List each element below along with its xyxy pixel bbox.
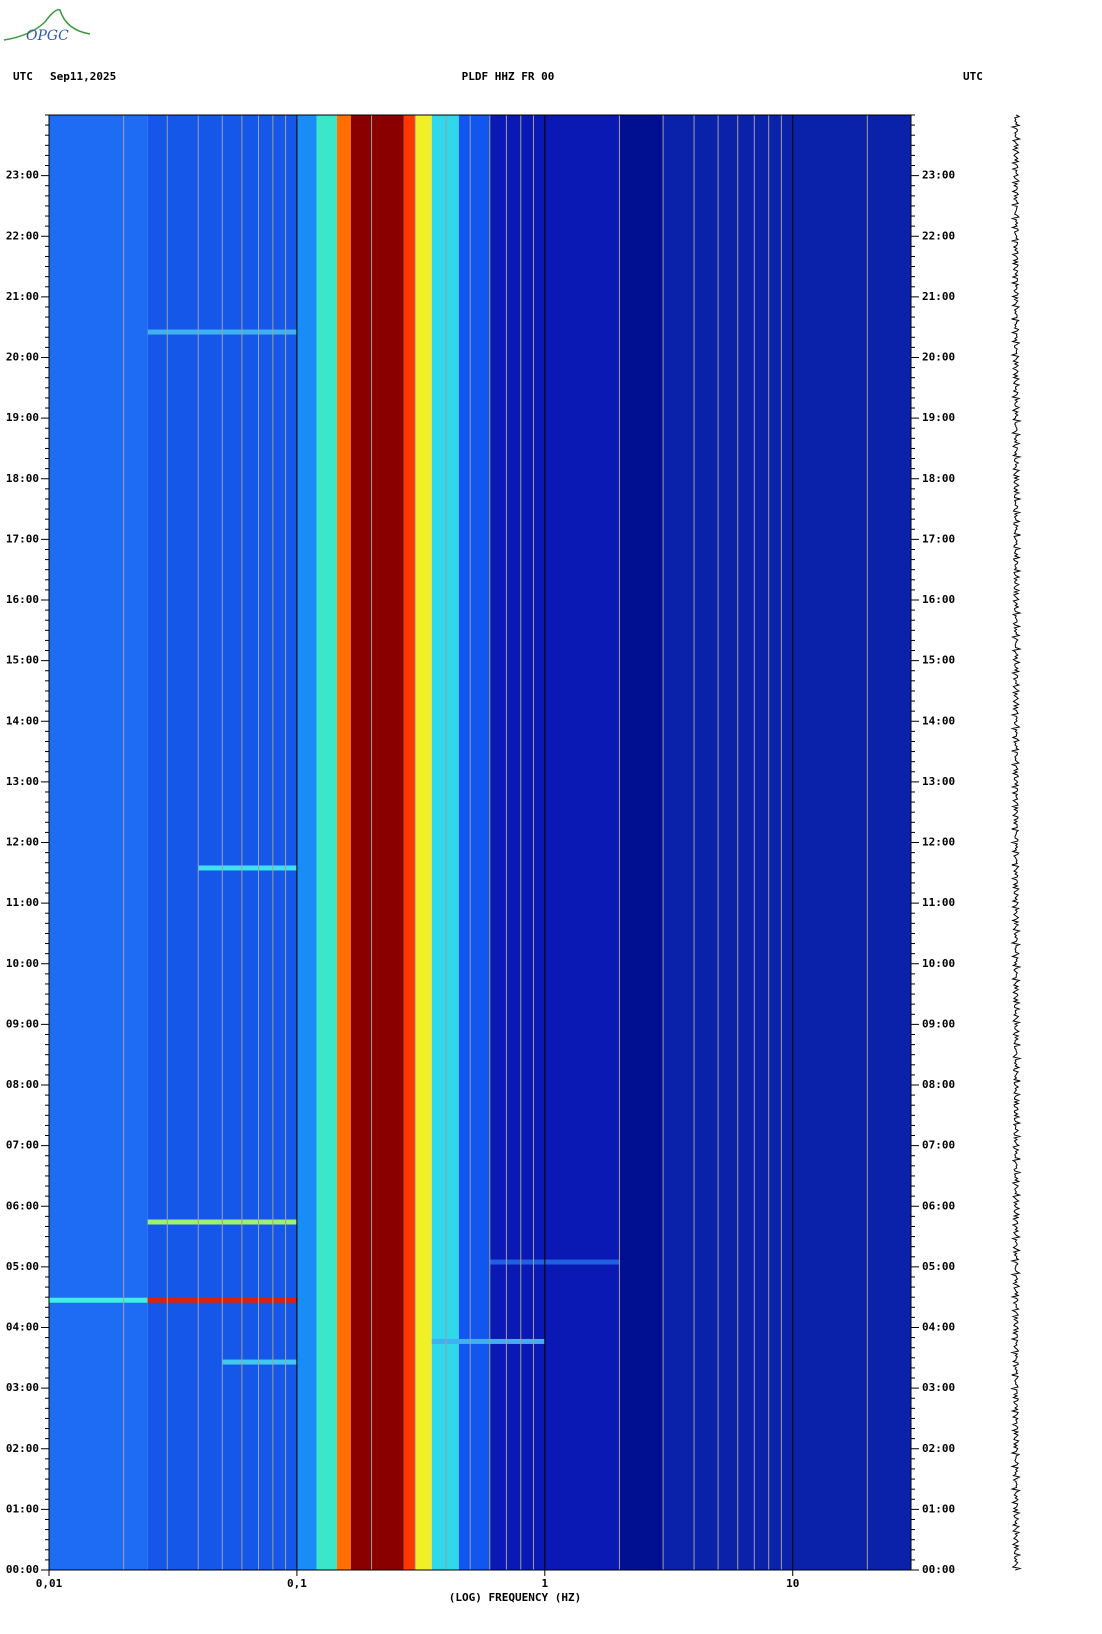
y-tick-label-right: 06:00 bbox=[922, 1199, 955, 1212]
y-tick-label: 06:00 bbox=[6, 1199, 39, 1212]
y-tick-label-right: 11:00 bbox=[922, 896, 955, 909]
event-band bbox=[198, 865, 297, 871]
spectrum-band bbox=[336, 115, 351, 1570]
event-band bbox=[49, 1297, 148, 1303]
y-tick-label-right: 05:00 bbox=[922, 1260, 955, 1273]
spectrum-band bbox=[458, 115, 490, 1570]
y-tick-label: 21:00 bbox=[6, 290, 39, 303]
y-tick-label-right: 19:00 bbox=[922, 411, 955, 424]
y-tick-label-right: 23:00 bbox=[922, 169, 955, 182]
timezone-left: UTC bbox=[13, 70, 33, 83]
event-band bbox=[431, 1338, 545, 1344]
x-tick-label: 0,01 bbox=[36, 1577, 63, 1590]
y-tick-label: 00:00 bbox=[6, 1563, 39, 1576]
date: Sep11,2025 bbox=[50, 70, 116, 83]
spectrum-band bbox=[415, 115, 432, 1570]
y-tick-label: 22:00 bbox=[6, 229, 39, 242]
y-tick-label-right: 22:00 bbox=[922, 229, 955, 242]
y-tick-label: 14:00 bbox=[6, 714, 39, 727]
logo-text: OPGC bbox=[26, 28, 69, 44]
y-tick-label-right: 02:00 bbox=[922, 1442, 955, 1455]
y-tick-label-right: 20:00 bbox=[922, 351, 955, 364]
y-tick-label-right: 09:00 bbox=[922, 1017, 955, 1030]
logo: OPGC bbox=[3, 9, 91, 44]
y-tick-label: 10:00 bbox=[6, 957, 39, 970]
spectrum-band bbox=[619, 115, 664, 1570]
y-tick-label: 05:00 bbox=[6, 1260, 39, 1273]
y-tick-label-right: 07:00 bbox=[922, 1139, 955, 1152]
spectrum-band bbox=[403, 115, 416, 1570]
chart-title: PLDF HHZ FR 00 bbox=[462, 70, 555, 83]
y-tick-label: 15:00 bbox=[6, 654, 39, 667]
timezone-right: UTC bbox=[963, 70, 983, 83]
y-tick-label: 19:00 bbox=[6, 411, 39, 424]
y-tick-label: 18:00 bbox=[6, 472, 39, 485]
y-tick-label: 09:00 bbox=[6, 1017, 39, 1030]
y-tick-label-right: 15:00 bbox=[922, 654, 955, 667]
y-tick-label: 23:00 bbox=[6, 169, 39, 182]
spectrum-band bbox=[431, 115, 459, 1570]
y-tick-label-right: 10:00 bbox=[922, 957, 955, 970]
y-tick-label-right: 18:00 bbox=[922, 472, 955, 485]
seismogram-trace bbox=[1009, 114, 1022, 1571]
y-tick-label: 20:00 bbox=[6, 351, 39, 364]
y-tick-label: 11:00 bbox=[6, 896, 39, 909]
spectrum-band bbox=[296, 115, 317, 1570]
y-tick-label: 03:00 bbox=[6, 1381, 39, 1394]
logo-curve bbox=[3, 9, 91, 41]
spectrum-band bbox=[489, 115, 620, 1570]
y-tick-label-right: 01:00 bbox=[922, 1502, 955, 1515]
y-tick-label: 01:00 bbox=[6, 1502, 39, 1515]
y-tick-label-right: 14:00 bbox=[922, 714, 955, 727]
x-tick-label: 0,1 bbox=[287, 1577, 307, 1590]
y-tick-label: 16:00 bbox=[6, 593, 39, 606]
y-tick-label-right: 00:00 bbox=[922, 1563, 955, 1576]
y-tick-label-right: 16:00 bbox=[922, 593, 955, 606]
y-tick-label-right: 17:00 bbox=[922, 532, 955, 545]
x-tick-label: 10 bbox=[786, 1577, 799, 1590]
y-tick-label: 13:00 bbox=[6, 775, 39, 788]
y-tick-label-right: 03:00 bbox=[922, 1381, 955, 1394]
y-tick-label: 17:00 bbox=[6, 532, 39, 545]
x-axis-label: (LOG) FREQUENCY (HZ) bbox=[449, 1591, 581, 1604]
y-tick-label: 12:00 bbox=[6, 836, 39, 849]
y-tick-label: 02:00 bbox=[6, 1442, 39, 1455]
y-tick-label-right: 08:00 bbox=[922, 1078, 955, 1091]
spectrum-band bbox=[663, 115, 911, 1570]
y-tick-label-right: 12:00 bbox=[922, 836, 955, 849]
y-tick-label: 07:00 bbox=[6, 1139, 39, 1152]
event-band bbox=[489, 1259, 620, 1265]
y-tick-label: 04:00 bbox=[6, 1321, 39, 1334]
event-band bbox=[222, 1359, 297, 1365]
y-tick-label-right: 21:00 bbox=[922, 290, 955, 303]
x-tick-label: 1 bbox=[541, 1577, 548, 1590]
y-tick-label-right: 04:00 bbox=[922, 1321, 955, 1334]
spectrum-band bbox=[49, 115, 148, 1570]
spectrum-band bbox=[316, 115, 337, 1570]
spectrum-band bbox=[350, 115, 404, 1570]
y-tick-label: 08:00 bbox=[6, 1078, 39, 1091]
y-tick-label-right: 13:00 bbox=[922, 775, 955, 788]
